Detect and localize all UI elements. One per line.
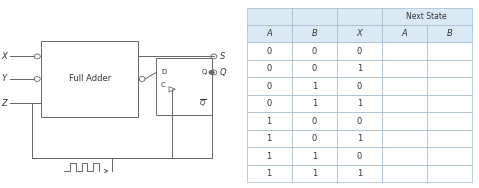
Bar — [382, 8, 472, 25]
Bar — [337, 147, 382, 165]
Text: 0: 0 — [357, 47, 362, 56]
Text: 1: 1 — [357, 169, 362, 178]
Text: B: B — [446, 29, 452, 38]
Text: X: X — [1, 52, 7, 61]
Bar — [292, 25, 337, 42]
Text: 0: 0 — [357, 152, 362, 161]
Bar — [292, 8, 337, 25]
Text: Z: Z — [1, 99, 7, 108]
Text: 1: 1 — [267, 117, 272, 126]
Text: 0: 0 — [357, 117, 362, 126]
Text: 1: 1 — [312, 82, 317, 91]
Bar — [337, 77, 382, 95]
Text: 0: 0 — [312, 47, 317, 56]
Bar — [337, 165, 382, 182]
Bar — [292, 95, 337, 112]
Bar — [337, 25, 382, 42]
Bar — [382, 60, 427, 77]
Bar — [247, 8, 292, 25]
Text: Next State: Next State — [407, 12, 447, 21]
Bar — [427, 165, 472, 182]
Text: 0: 0 — [267, 64, 272, 73]
Bar — [292, 77, 337, 95]
Bar — [382, 130, 427, 147]
Bar — [382, 42, 427, 60]
Bar — [41, 41, 138, 117]
Text: 0: 0 — [267, 99, 272, 108]
Text: 1: 1 — [312, 99, 317, 108]
Text: Q: Q — [202, 69, 207, 75]
Bar — [427, 147, 472, 165]
Text: 1: 1 — [312, 152, 317, 161]
Text: C: C — [161, 82, 166, 88]
Bar — [382, 25, 427, 42]
Text: A: A — [401, 29, 407, 38]
Bar — [337, 8, 382, 25]
Text: B: B — [311, 29, 317, 38]
Text: X: X — [356, 29, 362, 38]
Text: 0: 0 — [312, 117, 317, 126]
Bar — [427, 95, 472, 112]
Text: 1: 1 — [267, 152, 272, 161]
Text: Full Adder: Full Adder — [68, 74, 111, 83]
Text: 0: 0 — [312, 134, 317, 143]
Text: A: A — [266, 29, 272, 38]
Bar — [247, 95, 292, 112]
Bar — [382, 77, 427, 95]
Bar — [337, 95, 382, 112]
Bar — [337, 60, 382, 77]
Bar — [247, 77, 292, 95]
Bar — [292, 147, 337, 165]
Bar — [427, 77, 472, 95]
Bar — [292, 42, 337, 60]
Bar — [247, 147, 292, 165]
Bar — [156, 58, 212, 115]
Bar — [427, 42, 472, 60]
Bar — [382, 165, 427, 182]
Bar — [292, 60, 337, 77]
Text: S: S — [219, 52, 225, 61]
Bar — [292, 165, 337, 182]
Text: 1: 1 — [312, 169, 317, 178]
Text: 1: 1 — [357, 99, 362, 108]
Bar — [382, 95, 427, 112]
Text: 0: 0 — [267, 47, 272, 56]
Text: 1: 1 — [357, 134, 362, 143]
Text: Q: Q — [219, 68, 226, 77]
Text: D: D — [161, 69, 166, 75]
Bar — [247, 130, 292, 147]
Bar — [427, 60, 472, 77]
Bar — [427, 130, 472, 147]
Text: 0: 0 — [357, 82, 362, 91]
Text: 0: 0 — [312, 64, 317, 73]
Bar — [247, 25, 292, 42]
Bar — [382, 147, 427, 165]
Text: 1: 1 — [267, 134, 272, 143]
Text: 0: 0 — [267, 82, 272, 91]
Bar — [247, 165, 292, 182]
Bar — [247, 42, 292, 60]
Bar — [292, 112, 337, 130]
Bar — [337, 130, 382, 147]
Bar — [382, 112, 427, 130]
Text: $\overline{Q}$: $\overline{Q}$ — [199, 98, 207, 109]
Bar — [247, 60, 292, 77]
Bar — [247, 112, 292, 130]
Bar — [337, 42, 382, 60]
Bar — [292, 130, 337, 147]
Circle shape — [208, 70, 215, 75]
Text: 1: 1 — [357, 64, 362, 73]
Bar — [427, 112, 472, 130]
Text: Y: Y — [1, 74, 6, 83]
Polygon shape — [169, 87, 175, 92]
Text: 1: 1 — [267, 169, 272, 178]
Bar — [337, 112, 382, 130]
Bar — [427, 25, 472, 42]
